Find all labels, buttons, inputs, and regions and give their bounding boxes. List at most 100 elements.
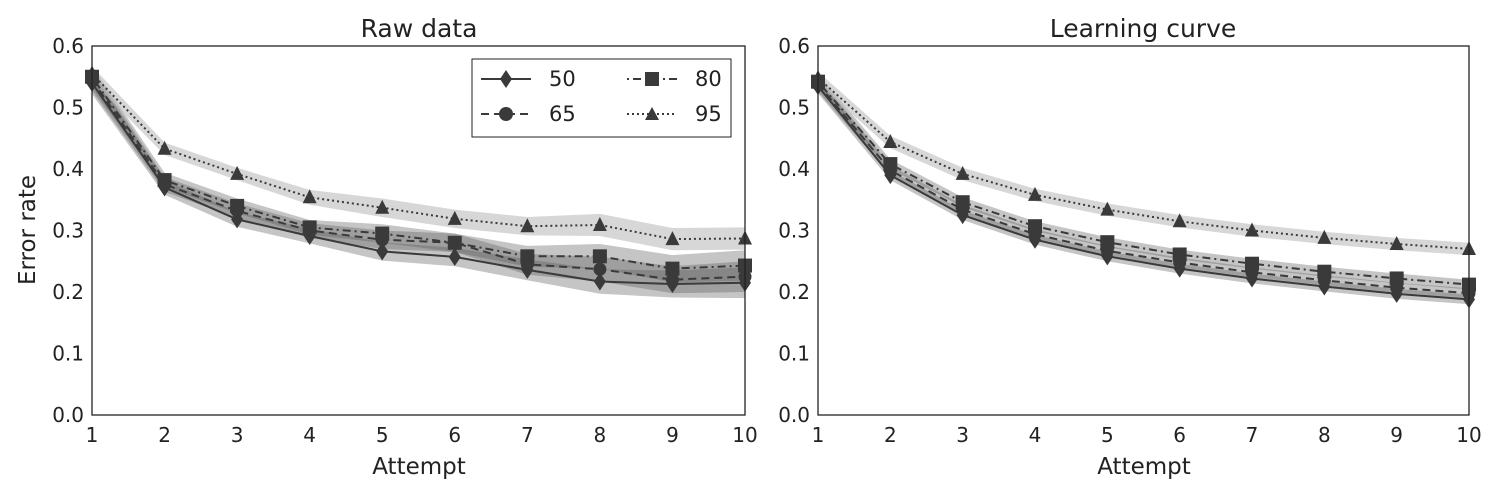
learning-curve-x-label: Attempt [1097,454,1191,480]
learning-curve-markers [811,69,1476,309]
learning-curve-x-tick-7: 7 [1246,423,1259,447]
raw-data-point-65-9 [665,273,679,287]
raw-data-x-tick-7: 7 [521,423,534,447]
raw-data-point-50-8 [593,272,606,291]
learning-curve-y-tick-0.2: 0.2 [778,280,810,304]
raw-data-y-tick-0.3: 0.3 [52,219,84,243]
learning-curve-point-80-6 [1172,247,1187,262]
legend-label-65: 65 [549,102,576,126]
learning-curve-lines [817,77,1470,301]
raw-data-y-tick-0.4: 0.4 [52,157,84,181]
raw-data-point-80-9 [665,261,680,276]
learning-curve-point-80-8 [1317,264,1332,279]
learning-curve-y-tick-0.3: 0.3 [778,219,810,243]
raw-data-point-95-3 [230,165,245,180]
raw-data-point-80-3 [230,198,245,213]
learning-curve-point-95-9 [1389,236,1404,251]
raw-data-point-80-8 [592,249,607,264]
learning-curve-point-80-4 [1028,219,1042,234]
raw-data-point-65-8 [593,262,607,276]
learning-curve-point-80-7 [1245,256,1259,271]
legend-marker-50 [500,70,512,88]
learning-curve-x-tick-5: 5 [1101,423,1114,447]
raw-data-y-tick-0.5: 0.5 [52,96,84,120]
learning-curve-title: Learning curve [1050,14,1237,43]
raw-data-x-tick-5: 5 [376,423,389,447]
raw-data-x-tick-10: 10 [732,423,757,447]
legend-entry-95: 95 [627,102,722,126]
learning-curve-panel: Learning curve Attempt 1 2 3 4 5 6 7 8 9 10 0.0 0.1… [778,14,1482,480]
raw-data-x-tick-4: 4 [303,423,316,447]
learning-curve-y-tick-0.5: 0.5 [778,96,810,120]
raw-data-line-95 [91,73,746,241]
raw-data-point-50-5 [376,242,389,261]
learning-curve-x-tick-2: 2 [884,423,897,447]
learning-curve-x-tick-4: 4 [1029,423,1042,447]
raw-data-plot-frame [91,45,746,416]
raw-data-x-tick-9: 9 [666,423,679,447]
raw-data-x-tick-3: 3 [231,423,244,447]
raw-data-band-95 [92,66,745,251]
raw-data-x-tick-8: 8 [594,423,607,447]
legend-entry-50: 50 [481,67,576,91]
learning-curve-line-65 [817,83,1470,295]
legend-label-80: 80 [695,67,722,91]
learning-curve-band-95 [818,71,1469,256]
learning-curve-point-95-4 [1028,186,1042,201]
learning-curve-point-80-5 [1100,235,1115,250]
learning-curve-point-95-7 [1245,222,1259,237]
raw-data-x-tick-1: 1 [86,423,99,447]
learning-curve-ticks: 1 2 3 4 5 6 7 8 9 10 0.0 0.1 0.2 0.3 0.4 0.5 0.6 [778,34,1482,447]
learning-curve-line-95 [817,77,1470,250]
learning-curve-y-tick-0.4: 0.4 [778,157,810,181]
legend-box [471,58,732,138]
raw-data-y-tick-0.0: 0.0 [52,403,84,427]
learning-curve-bands [818,71,1469,305]
legend-marker-80 [645,72,659,86]
raw-data-point-95-9 [665,231,680,246]
learning-curve-x-tick-3: 3 [956,423,969,447]
raw-data-panel: Raw data Error rate Attempt 1 2 3 4 5 6 7 8 9 10 0… [15,14,758,480]
raw-data-point-95-5 [375,199,390,214]
learning-curve-y-tick-0.6: 0.6 [778,34,810,58]
raw-data-line-50 [91,82,746,286]
learning-curve-point-95-3 [955,165,970,180]
raw-data-point-50-6 [448,247,461,266]
learning-curve-band-50 [818,78,1469,305]
raw-data-point-80-2 [157,173,172,188]
raw-data-point-80-6 [447,235,462,250]
raw-data-ticks: 1 2 3 4 5 6 7 8 9 10 0.0 0.1 0.2 0.3 0.4 0.5 0.6 [52,34,758,447]
raw-data-band-50 [92,71,745,299]
learning-curve-point-95-5 [1100,201,1115,216]
raw-data-y-tick-0.6: 0.6 [52,34,84,58]
learning-curve-x-tick-8: 8 [1318,423,1331,447]
raw-data-y-tick-0.2: 0.2 [52,280,84,304]
learning-curve-point-80-3 [955,195,970,210]
learning-curve-x-tick-10: 10 [1456,423,1481,447]
raw-data-point-95-6 [447,210,462,225]
raw-data-lines [91,73,746,286]
raw-data-point-95-7 [520,218,535,233]
raw-data-band-65 [92,68,745,294]
raw-data-line-80 [91,76,746,270]
learning-curve-point-95-8 [1317,229,1332,244]
raw-data-x-tick-6: 6 [448,423,461,447]
raw-data-markers [85,65,752,294]
learning-curve-x-tick-6: 6 [1173,423,1186,447]
raw-data-x-tick-2: 2 [158,423,171,447]
learning-curve-point-95-2 [883,133,898,148]
learning-curve-x-tick-9: 9 [1390,423,1403,447]
learning-curve-point-80-2 [883,157,898,172]
learning-curve-line-80 [817,81,1470,286]
learning-curve-point-80-9 [1389,271,1404,286]
legend-marker-65 [499,107,513,121]
learning-curve-x-tick-1: 1 [812,423,825,447]
learning-curve-point-95-6 [1172,213,1187,228]
raw-data-y-tick-0.1: 0.1 [52,342,84,366]
legend-label-95: 95 [695,102,722,126]
raw-data-point-95-2 [157,140,172,155]
learning-curve-y-tick-0.0: 0.0 [778,403,810,427]
raw-data-point-80-5 [375,226,390,241]
raw-data-title: Raw data [361,14,478,43]
